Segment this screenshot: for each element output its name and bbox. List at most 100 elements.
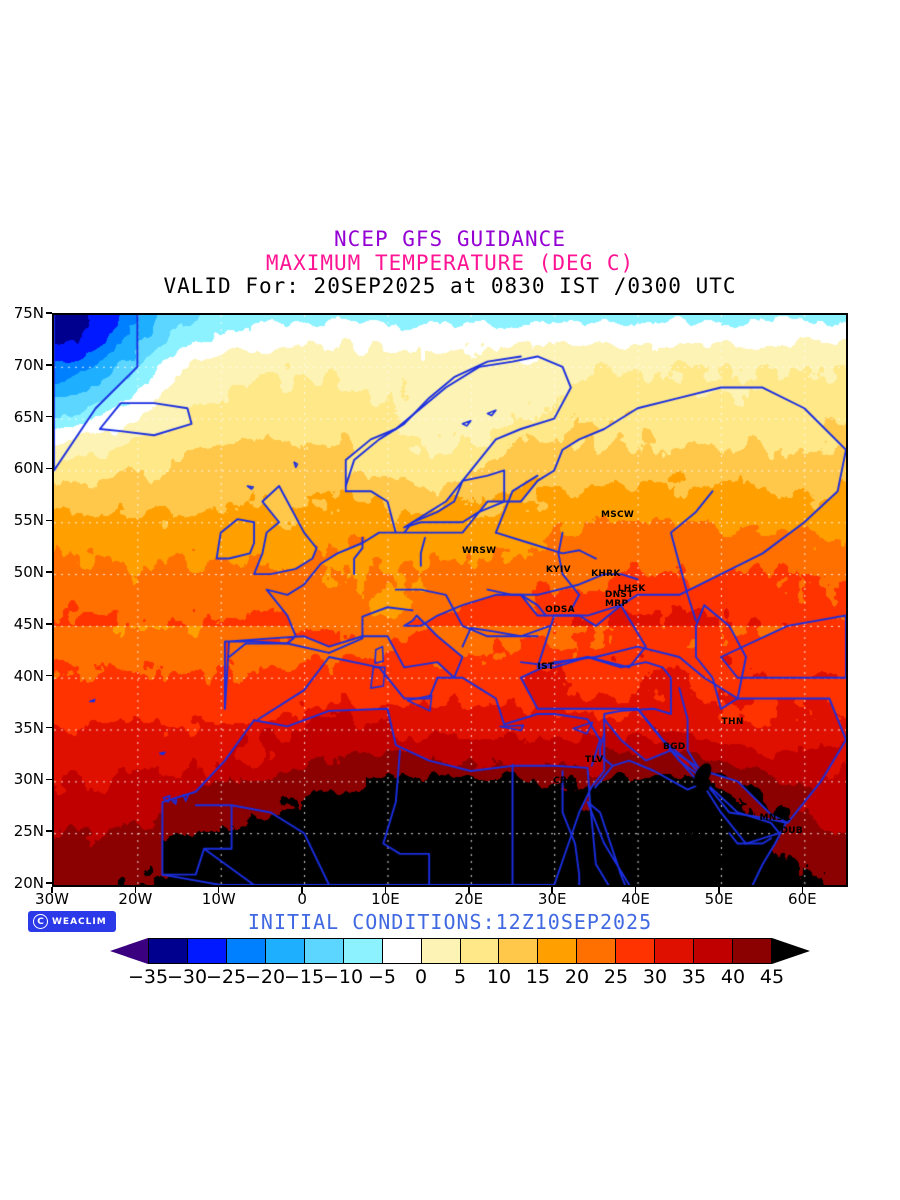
colorbar-cell xyxy=(149,939,188,963)
colorbar-cells xyxy=(148,938,772,964)
colorbar-cell xyxy=(226,939,266,963)
y-axis-tick xyxy=(46,415,52,418)
page-title-model: NCEP GFS GUIDANCE xyxy=(334,227,566,251)
weaclim-logo: C WEACLIM xyxy=(28,911,116,932)
y-axis-tick xyxy=(46,726,52,729)
colorbar-tick-label: −25 xyxy=(205,966,247,988)
y-axis-tick xyxy=(46,674,52,677)
colorbar-tick-label: −35 xyxy=(127,966,169,988)
colorbar-tick-label: −30 xyxy=(166,966,208,988)
initial-conditions-text: INITIAL CONDITIONS:12Z10SEP2025 xyxy=(247,910,653,934)
city-label: BGD xyxy=(662,742,686,753)
copyright-icon: C xyxy=(33,914,48,929)
y-axis-label: 65N xyxy=(13,407,44,426)
city-label: WRSW xyxy=(461,546,497,557)
city-label: THN xyxy=(721,717,744,728)
city-label: DNST xyxy=(604,589,634,600)
colorbar-cell xyxy=(343,939,383,963)
logo-label: WEACLIM xyxy=(52,916,107,927)
colorbar-cell xyxy=(187,939,227,963)
x-axis-tick xyxy=(301,887,303,893)
colorbar-cell xyxy=(382,939,422,963)
x-axis-label: 10E xyxy=(371,890,400,908)
y-axis-tick xyxy=(46,830,52,832)
y-axis-tick xyxy=(46,882,52,884)
colorbar-tick-label: −20 xyxy=(244,966,286,988)
x-axis-label: 0 xyxy=(297,890,307,908)
x-axis-tick xyxy=(134,887,137,893)
y-axis-label: 25N xyxy=(13,822,44,841)
colorbar-tick-label: 20 xyxy=(564,966,590,988)
colorbar-cell xyxy=(265,939,305,963)
y-axis-label: 50N xyxy=(13,563,44,582)
map-plot-area: MSCW WRSW KYIV KHRK LHSK DNST MRP ODSA IST THN BGD… xyxy=(52,313,848,887)
y-axis-label: 75N xyxy=(13,304,44,322)
colorbar-tick-label: −5 xyxy=(367,966,397,988)
x-axis-tick xyxy=(384,887,387,893)
x-axis-tick xyxy=(468,887,470,893)
city-label: RYH xyxy=(682,831,705,842)
y-axis-label: 35N xyxy=(13,718,44,737)
colorbar-tick-label: 0 xyxy=(414,966,428,988)
city-label: MNSK xyxy=(759,812,791,823)
page-title-valid: VALID For: 20SEP2025 at 0830 IST /0300 U… xyxy=(163,274,737,299)
colorbar-tick-label: −10 xyxy=(322,966,364,988)
y-axis-tick xyxy=(46,778,52,781)
x-axis-label: 60E xyxy=(788,890,817,908)
colorbar-cell xyxy=(538,939,578,963)
x-axis-tick xyxy=(634,887,637,893)
y-axis-label: 60N xyxy=(13,459,44,478)
city-label: KHRK xyxy=(591,569,621,580)
x-axis-tick xyxy=(51,887,53,893)
colorbar-cell xyxy=(421,939,461,963)
city-label: MSCW xyxy=(600,510,635,521)
colorbar-cell xyxy=(460,939,500,963)
colorbar-tick-label: −15 xyxy=(283,966,325,988)
colorbar-tick-label: 35 xyxy=(681,966,707,988)
x-axis-label: 50E xyxy=(704,890,734,908)
colorbar xyxy=(110,938,810,964)
city-label: CRO xyxy=(553,776,576,787)
colorbar-under-arrow-icon xyxy=(110,938,148,964)
y-axis-label: 55N xyxy=(13,511,44,530)
title-block: NCEP GFS GUIDANCE MAXIMUM TEMPERATURE (D… xyxy=(0,228,900,298)
colorbar-cell xyxy=(577,939,617,963)
x-axis-tick xyxy=(718,887,720,893)
colorbar-tick-label: 5 xyxy=(453,966,467,988)
colorbar-cell xyxy=(304,939,344,963)
colorbar-tick-labels: −35 −30 −25 −20 −15 −10 −5 0 5 10 15 20 25 30 35 40 45 xyxy=(110,966,810,990)
y-axis-tick xyxy=(46,623,52,625)
colorbar-tick-label: 30 xyxy=(642,966,668,988)
x-axis-label: 30W xyxy=(35,890,69,908)
page-title-field: MAXIMUM TEMPERATURE (DEG C) xyxy=(265,250,635,275)
city-label: LHSK xyxy=(617,583,646,594)
colorbar-cell xyxy=(733,939,771,963)
y-axis-label: 45N xyxy=(13,614,44,633)
city-label: ODSA xyxy=(545,605,575,616)
colorbar-tick-label: 25 xyxy=(603,966,629,988)
city-label: KYIV xyxy=(545,564,571,575)
colorbar-tick-label: 40 xyxy=(720,966,746,988)
y-axis-tick xyxy=(46,364,52,366)
x-axis-tick xyxy=(217,887,220,893)
y-axis-tick xyxy=(46,519,52,522)
colorbar-cell xyxy=(694,939,734,963)
y-axis-label: 70N xyxy=(13,355,44,374)
temperature-heatmap-canvas xyxy=(54,315,846,885)
city-label: IST xyxy=(537,662,555,673)
x-axis-tick xyxy=(801,887,804,893)
x-axis-tick xyxy=(551,887,553,893)
colorbar-tick-label: 15 xyxy=(525,966,551,988)
city-label: MRP xyxy=(605,599,629,610)
x-axis-label: 40E xyxy=(621,890,650,908)
x-axis-label: 30E xyxy=(537,890,567,908)
x-axis-label: 10W xyxy=(201,890,236,908)
colorbar-over-arrow-icon xyxy=(772,938,810,964)
colorbar-cell xyxy=(499,939,539,963)
colorbar-tick-label: 10 xyxy=(486,966,512,988)
y-axis-label: 30N xyxy=(13,770,44,789)
colorbar-cell xyxy=(616,939,656,963)
colorbar-cell xyxy=(655,939,695,963)
y-axis-tick xyxy=(46,467,52,470)
